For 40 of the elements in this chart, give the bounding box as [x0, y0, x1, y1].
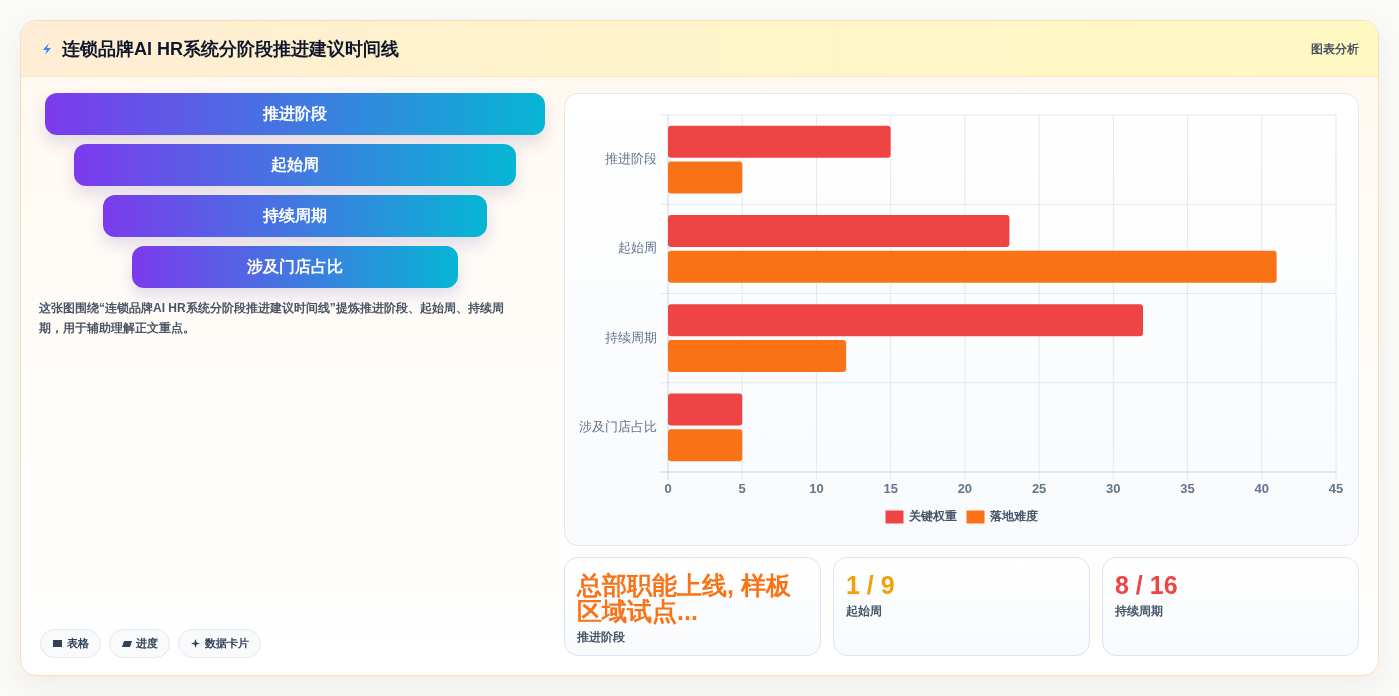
bar	[668, 214, 1010, 248]
text: 连锁品牌AI HR系统分阶段推进建议时间线	[62, 38, 399, 61]
text: 1 / 9	[846, 571, 896, 599]
x-tick-label: 5	[738, 481, 746, 497]
x-tick-label: 20	[957, 481, 973, 497]
x-tick-label: 30	[1106, 481, 1121, 497]
y-tick-label: 起始周	[618, 240, 657, 256]
category-label: 持续周期	[1115, 603, 1164, 620]
bar	[668, 304, 1144, 337]
bar	[668, 250, 1277, 283]
text: 8 / 16	[1115, 571, 1179, 599]
category-label: 涉及门店占比	[132, 246, 458, 288]
legend-label: 落地难度	[988, 509, 1038, 524]
x-tick-label: 25	[1031, 481, 1047, 497]
category-label: 起始周	[74, 144, 516, 186]
y-tick-label: 持续周期	[605, 329, 657, 345]
category-label: 推进阶段	[45, 93, 545, 135]
text: 表格	[67, 636, 89, 651]
bar	[668, 393, 743, 426]
bar	[668, 125, 891, 158]
category-label: 推进阶段	[577, 629, 626, 646]
text: 这张图围绕“连锁品牌AI HR系统分阶段推进建议时间线”提炼推进阶段、起始周、持续周期，用于辅助理解正文重点。	[39, 300, 505, 337]
x-tick-label: 0	[664, 481, 672, 497]
y-tick-label: 推进阶段	[605, 151, 657, 167]
category-label: 起始周	[846, 603, 883, 620]
y-tick-label: 涉及门店占比	[579, 418, 657, 434]
text: 图表分析	[1311, 40, 1359, 58]
text: 总部职能上线, 样板区域试点...	[577, 571, 792, 625]
x-tick-label: 10	[809, 481, 824, 497]
x-tick-label: 45	[1328, 481, 1344, 497]
x-tick-label: 15	[883, 481, 898, 497]
category-label: 持续周期	[103, 195, 487, 237]
legend-label: 关键权重	[907, 509, 957, 524]
bar	[668, 429, 743, 462]
text: 数据卡片	[205, 636, 249, 651]
bar	[668, 339, 847, 373]
bar	[668, 161, 743, 194]
text: 进度	[136, 636, 158, 651]
x-tick-label: 40	[1254, 481, 1270, 497]
x-tick-label: 35	[1180, 481, 1195, 497]
